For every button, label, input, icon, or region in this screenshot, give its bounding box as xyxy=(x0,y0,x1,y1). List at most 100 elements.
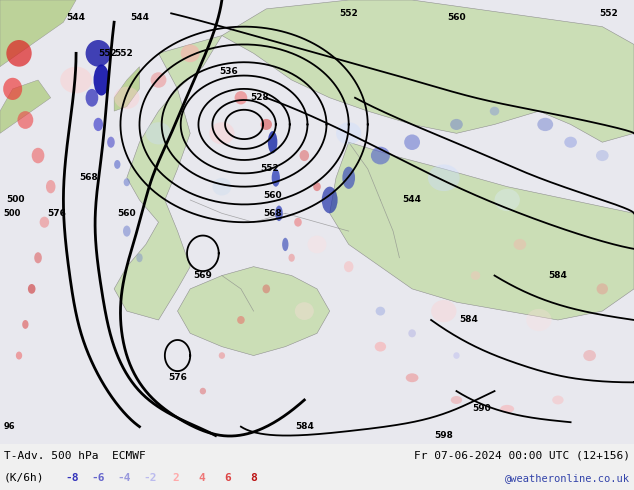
Text: 560: 560 xyxy=(117,209,136,218)
Polygon shape xyxy=(114,36,222,320)
Ellipse shape xyxy=(114,160,120,169)
Text: 6: 6 xyxy=(224,473,231,483)
Ellipse shape xyxy=(93,65,109,96)
Ellipse shape xyxy=(470,271,481,280)
Text: 584: 584 xyxy=(295,422,314,431)
Ellipse shape xyxy=(404,134,420,150)
Ellipse shape xyxy=(200,388,206,394)
Text: 8: 8 xyxy=(250,473,257,483)
Text: 568: 568 xyxy=(79,173,98,182)
Text: 560: 560 xyxy=(447,13,466,22)
Ellipse shape xyxy=(294,218,302,227)
Ellipse shape xyxy=(495,189,520,211)
Ellipse shape xyxy=(114,87,139,109)
Ellipse shape xyxy=(209,122,235,145)
Ellipse shape xyxy=(262,284,270,294)
Ellipse shape xyxy=(344,261,354,272)
Ellipse shape xyxy=(431,300,456,322)
Ellipse shape xyxy=(514,239,526,250)
Ellipse shape xyxy=(295,302,314,320)
Ellipse shape xyxy=(268,131,278,153)
Ellipse shape xyxy=(597,283,608,294)
Ellipse shape xyxy=(538,118,553,131)
Text: 584: 584 xyxy=(460,316,479,324)
Text: 569: 569 xyxy=(193,271,212,280)
Text: 552: 552 xyxy=(599,9,618,18)
Ellipse shape xyxy=(93,118,103,131)
Ellipse shape xyxy=(552,395,564,404)
Ellipse shape xyxy=(60,67,92,93)
Ellipse shape xyxy=(272,169,280,187)
Text: 590: 590 xyxy=(472,404,491,414)
Ellipse shape xyxy=(288,254,295,262)
Ellipse shape xyxy=(219,352,225,359)
Ellipse shape xyxy=(146,122,171,145)
Ellipse shape xyxy=(408,329,416,337)
Ellipse shape xyxy=(181,45,200,62)
Text: 552: 552 xyxy=(260,164,279,173)
Ellipse shape xyxy=(107,137,115,148)
Text: 598: 598 xyxy=(434,431,453,440)
Ellipse shape xyxy=(406,373,418,382)
Text: 552: 552 xyxy=(339,9,358,18)
Text: -4: -4 xyxy=(117,473,131,483)
Ellipse shape xyxy=(375,342,386,351)
Ellipse shape xyxy=(371,147,390,165)
Ellipse shape xyxy=(39,217,49,228)
Ellipse shape xyxy=(261,119,272,130)
Ellipse shape xyxy=(342,167,355,189)
Text: 536: 536 xyxy=(219,67,238,75)
Ellipse shape xyxy=(275,205,283,221)
Ellipse shape xyxy=(596,150,609,161)
Text: T-Adv. 500 hPa  ECMWF: T-Adv. 500 hPa ECMWF xyxy=(4,451,146,461)
Text: 576: 576 xyxy=(168,373,187,382)
Text: (K/6h): (K/6h) xyxy=(4,473,44,483)
Ellipse shape xyxy=(16,351,22,360)
Ellipse shape xyxy=(500,405,514,413)
Ellipse shape xyxy=(307,236,327,253)
Ellipse shape xyxy=(86,89,98,107)
Ellipse shape xyxy=(526,309,552,331)
Text: 552: 552 xyxy=(98,49,117,58)
Ellipse shape xyxy=(22,320,29,329)
Ellipse shape xyxy=(3,78,22,100)
Text: -2: -2 xyxy=(143,473,157,483)
Ellipse shape xyxy=(123,225,131,237)
Polygon shape xyxy=(178,267,330,356)
Text: 500: 500 xyxy=(3,209,20,218)
Text: 2: 2 xyxy=(172,473,179,483)
Text: 4: 4 xyxy=(198,473,205,483)
Ellipse shape xyxy=(6,40,32,67)
Text: 568: 568 xyxy=(263,209,282,218)
Text: -8: -8 xyxy=(65,473,79,483)
Ellipse shape xyxy=(564,137,577,148)
Ellipse shape xyxy=(150,72,166,88)
Ellipse shape xyxy=(428,165,460,191)
Text: -6: -6 xyxy=(91,473,105,483)
Text: 544: 544 xyxy=(403,196,422,204)
Ellipse shape xyxy=(583,350,596,361)
Text: Fr 07-06-2024 00:00 UTC (12+156): Fr 07-06-2024 00:00 UTC (12+156) xyxy=(414,451,630,461)
Ellipse shape xyxy=(321,187,337,213)
Ellipse shape xyxy=(136,253,143,262)
Ellipse shape xyxy=(28,284,36,294)
Polygon shape xyxy=(0,0,76,67)
Polygon shape xyxy=(114,67,139,111)
Text: 96: 96 xyxy=(3,422,15,431)
Text: 560: 560 xyxy=(263,191,282,200)
Ellipse shape xyxy=(451,396,462,404)
Ellipse shape xyxy=(299,150,309,161)
Ellipse shape xyxy=(17,111,33,129)
Text: 500: 500 xyxy=(6,196,25,204)
Polygon shape xyxy=(222,0,634,142)
Ellipse shape xyxy=(282,238,288,251)
Ellipse shape xyxy=(490,107,500,116)
Ellipse shape xyxy=(32,148,44,163)
Ellipse shape xyxy=(34,252,42,263)
Text: 544: 544 xyxy=(130,13,149,22)
Ellipse shape xyxy=(46,180,56,194)
Ellipse shape xyxy=(212,178,231,196)
Ellipse shape xyxy=(235,91,247,104)
Polygon shape xyxy=(0,80,51,133)
Ellipse shape xyxy=(313,182,321,191)
